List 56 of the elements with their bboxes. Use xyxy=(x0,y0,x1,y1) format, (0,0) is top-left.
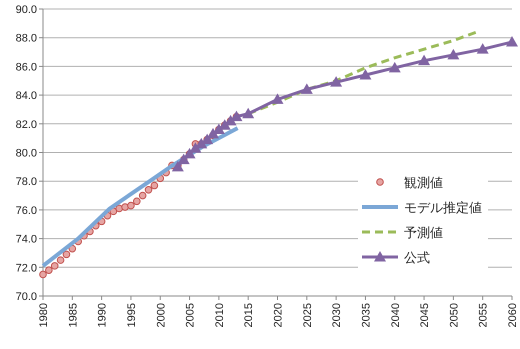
legend-label: 観測値 xyxy=(404,175,443,190)
y-tick-label: 84.0 xyxy=(16,90,37,102)
y-tick-label: 76.0 xyxy=(16,204,37,217)
x-tick-label: 1980 xyxy=(38,303,50,328)
point xyxy=(133,197,141,206)
x-tick-label: 2055 xyxy=(478,303,490,328)
x-tick-label: 2020 xyxy=(272,303,284,328)
point xyxy=(62,250,70,258)
y-tick-label: 72.0 xyxy=(16,262,37,274)
x-tick-label: 2060 xyxy=(507,303,519,328)
legend-label: モデル推定値 xyxy=(404,200,482,215)
point xyxy=(242,108,254,118)
x-tick-label: 2035 xyxy=(360,303,372,328)
point xyxy=(476,43,489,54)
point xyxy=(300,83,313,94)
x-tick-label: 2025 xyxy=(302,303,314,328)
y-tick-label: 78.0 xyxy=(16,176,37,188)
point xyxy=(388,62,401,72)
x-tick-label: 1985 xyxy=(67,303,80,328)
point xyxy=(330,76,342,87)
point xyxy=(418,54,430,66)
x-tick-label: 2005 xyxy=(184,303,197,328)
x-tick-label: 2040 xyxy=(390,303,402,328)
y-tick-label: 74.0 xyxy=(16,234,37,246)
point xyxy=(359,69,372,80)
x-tick-label: 2050 xyxy=(448,303,460,328)
x-tick-label: 1990 xyxy=(96,303,109,328)
legend-label: 予測値 xyxy=(404,225,443,240)
point xyxy=(50,262,59,270)
point xyxy=(39,270,47,278)
point xyxy=(447,48,460,60)
y-tick-label: 88.0 xyxy=(16,32,37,45)
legend-label: 公式 xyxy=(404,250,430,265)
y-tick-label: 86.0 xyxy=(16,61,37,74)
point xyxy=(144,186,152,194)
point xyxy=(45,266,53,274)
point xyxy=(184,148,196,158)
point xyxy=(272,93,284,104)
y-tick-label: 70.0 xyxy=(16,291,37,303)
x-tick-label: 2045 xyxy=(419,303,432,328)
x-tick-label: 2030 xyxy=(331,303,344,328)
y-tick-label: 80.0 xyxy=(16,148,37,160)
x-tick-label: 1995 xyxy=(126,303,138,328)
x-tick-label: 2000 xyxy=(155,303,168,328)
point xyxy=(506,36,518,47)
point xyxy=(207,128,220,138)
point xyxy=(150,182,158,190)
y-tick-label: 90.0 xyxy=(16,4,37,16)
point xyxy=(138,192,146,200)
y-tick-label: 82.0 xyxy=(16,118,37,131)
x-tick-label: 2015 xyxy=(243,303,256,328)
point xyxy=(127,202,135,210)
point xyxy=(56,256,64,264)
x-tick-label: 2010 xyxy=(214,303,226,328)
point xyxy=(178,154,190,164)
point xyxy=(172,160,184,172)
